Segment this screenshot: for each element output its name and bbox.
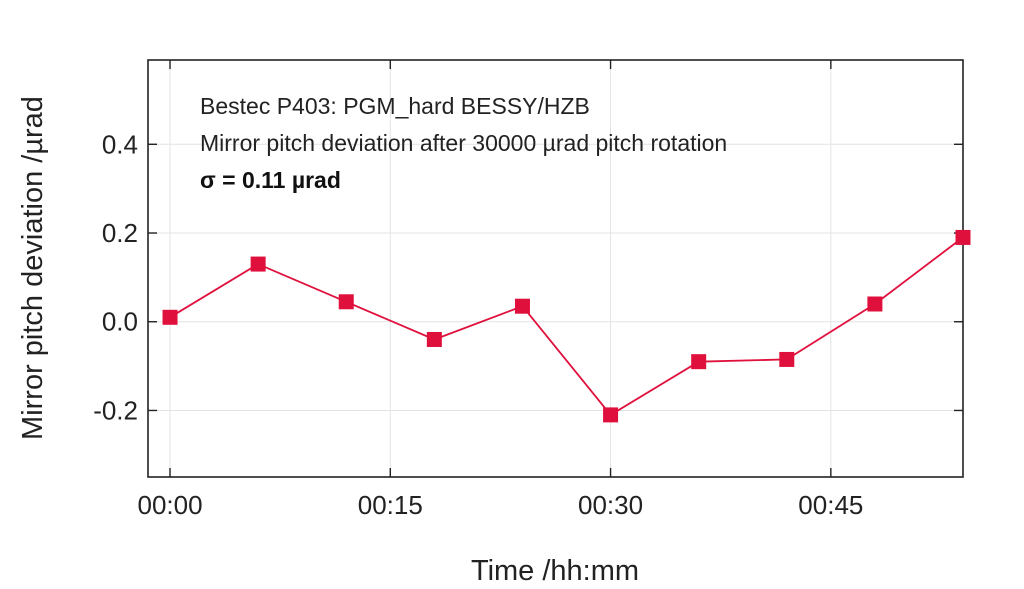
series-layer [162,229,971,423]
data-point [162,309,178,325]
plot-area [147,59,964,478]
data-point [514,298,530,314]
data-point [955,229,971,245]
y-tick-label: 0.4 [102,129,138,159]
data-point [779,351,795,367]
y-tick-label: 0.2 [102,218,138,248]
y-tick-label: 0.0 [102,307,138,337]
data-point [691,354,707,370]
x-axis-title: Time /hh:mm [471,555,639,587]
data-point [338,294,354,310]
data-point [867,296,883,312]
annotation-sigma: σ = 0.11 µrad [200,167,341,193]
data-point [426,331,442,347]
data-point [603,407,619,423]
data-point [250,256,266,272]
x-tick-label: 00:00 [137,490,202,520]
x-tick-label: 00:45 [798,490,863,520]
annotation-title: Bestec P403: PGM_hard BESSY/HZB [200,93,590,119]
tick-labels: 00:00 00:15 00:30 00:45 -0.2 0.0 0.2 0.4 [93,129,863,520]
x-tick-label: 00:30 [578,490,643,520]
grid-lines [148,60,963,477]
y-axis-title: Mirror pitch deviation /µrad [17,96,49,440]
annotation-subtitle: Mirror pitch deviation after 30000 µrad … [200,130,727,156]
y-tick-label: -0.2 [93,395,138,425]
series-line [169,236,964,417]
x-tick-label: 00:15 [358,490,423,520]
